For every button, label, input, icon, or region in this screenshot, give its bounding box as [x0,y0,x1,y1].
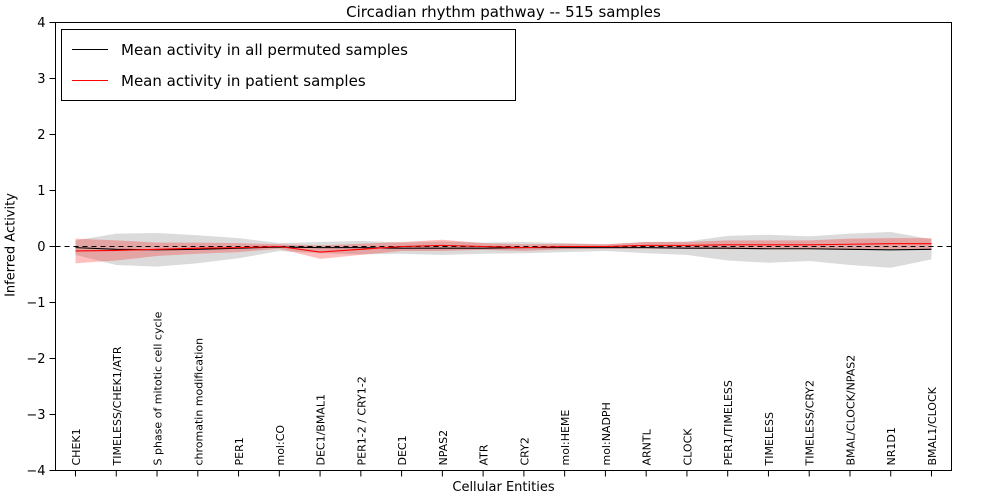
x-category-label-12: mol:HEME [559,410,572,466]
x-category-label-11: CRY2 [518,437,531,465]
x-category-label-9: NPAS2 [437,430,450,466]
x-category-label-4: PER1 [233,437,246,465]
y-tick-label: 1 [37,184,45,199]
y-axis-label: Inferred Activity [3,193,19,297]
x-category-label-8: DEC1 [396,435,409,465]
x-category-label-21: BMAL1/CLOCK [926,386,939,465]
legend-label-permuted: Mean activity in all permuted samples [121,40,408,59]
chart-title: Circadian rhythm pathway -- 515 samples [346,3,661,21]
x-category-label-17: TIMELESS [763,412,776,466]
y-tick-label: −3 [26,408,45,423]
x-category-label-14: ARNTL [641,428,654,465]
x-category-label-20: NR1D1 [885,427,898,465]
legend-label-patient: Mean activity in patient samples [121,71,366,90]
x-axis-label: Cellular Entities [452,480,555,495]
y-tick-label: −2 [26,352,45,367]
x-category-label-5: mol:CO [274,425,287,466]
legend-line-patient-icon [72,80,108,81]
x-category-label-2: S phase of mitotic cell cycle [152,311,165,465]
y-tick-label: 0 [37,240,45,255]
y-tick-label: 4 [37,16,45,31]
line-permuted [75,246,932,251]
legend: Mean activity in all permuted samples Me… [61,29,516,101]
band-permuted [75,231,932,268]
x-category-label-16: PER1/TIMELESS [722,380,735,465]
y-tick-label: −1 [26,296,45,311]
band-patient [75,238,932,264]
y-tick-label: 2 [37,128,45,143]
x-category-label-1: TIMELESS/CHEK1/ATR [111,346,124,466]
x-category-label-18: TIMELESS/CRY2 [804,380,817,467]
y-tick-label: 3 [37,72,45,87]
x-category-label-7: PER1-2 / CRY1-2 [355,376,368,465]
x-category-label-19: BMAL/CLOCK/NPAS2 [844,355,857,466]
legend-line-permuted-icon [72,49,108,50]
x-category-label-15: CLOCK [681,428,694,466]
x-category-label-13: mol:NADPH [600,402,613,465]
legend-item-permuted: Mean activity in all permuted samples [72,35,501,64]
x-category-label-6: DEC1/BMAL1 [315,394,328,466]
x-category-label-0: CHEK1 [70,428,83,465]
x-category-label-3: chromatin modification [192,338,205,466]
y-tick-label: −4 [26,464,45,479]
line-patient [75,243,932,253]
legend-item-patient: Mean activity in patient samples [72,66,501,95]
series-layer [55,231,952,268]
x-category-label-10: ATR [478,444,491,465]
